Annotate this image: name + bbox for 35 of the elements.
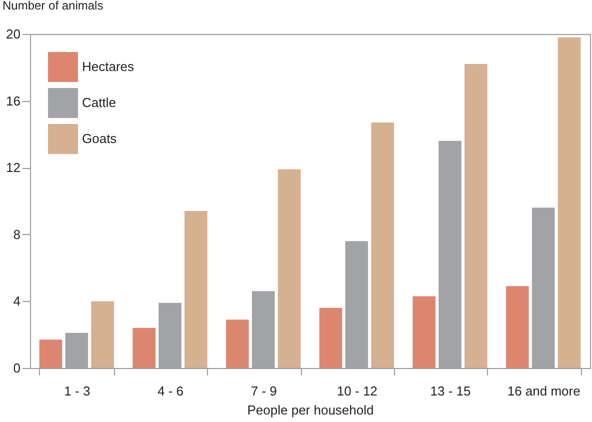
y-tick-label: 0 xyxy=(13,360,20,376)
x-axis-title: People per household xyxy=(247,402,374,418)
legend-label: Hectares xyxy=(82,59,135,74)
bar xyxy=(252,291,275,368)
y-tick-label: 16 xyxy=(6,93,20,108)
y-tick-label: 12 xyxy=(6,160,20,176)
legend-label: Cattle xyxy=(82,95,116,110)
x-tick-label: 13 - 15 xyxy=(430,384,471,398)
bar xyxy=(438,140,462,368)
bar xyxy=(278,169,301,368)
x-tick-label: 4 - 6 xyxy=(157,384,184,398)
bar xyxy=(65,332,88,368)
bar xyxy=(558,37,581,368)
bar xyxy=(464,64,488,368)
x-tick-label: 10 - 12 xyxy=(336,384,378,398)
bar xyxy=(319,308,342,368)
legend-label: Goats xyxy=(82,131,118,146)
bar xyxy=(132,328,156,368)
bar xyxy=(412,296,436,368)
y-tick-label: 20 xyxy=(6,26,20,42)
bar xyxy=(184,211,208,368)
bar xyxy=(532,208,555,368)
bar xyxy=(371,122,394,368)
y-tick-label: 8 xyxy=(13,226,20,242)
x-tick-label: 16 and more xyxy=(507,384,580,398)
bar xyxy=(91,301,114,368)
x-tick-label: 7 - 9 xyxy=(250,384,277,398)
bar xyxy=(158,302,182,368)
y-tick-label: 4 xyxy=(13,294,20,309)
bar xyxy=(39,340,62,368)
x-tick-label: 1 - 3 xyxy=(64,384,90,398)
bar xyxy=(345,241,368,368)
y-axis-title: Number of animals xyxy=(2,0,104,12)
bar xyxy=(506,286,529,368)
bar xyxy=(226,320,249,368)
